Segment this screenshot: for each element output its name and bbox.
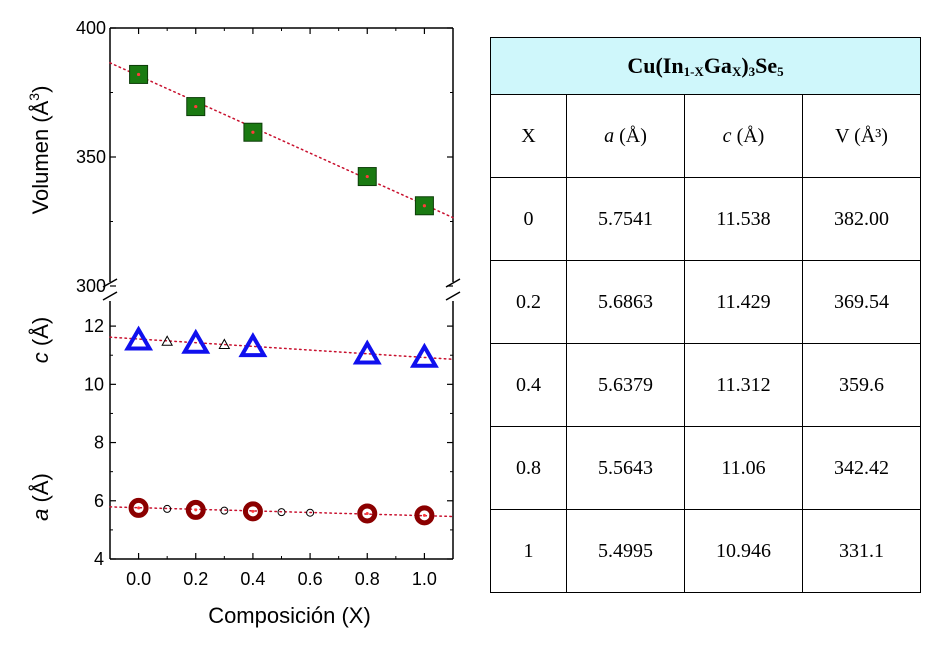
y-tick-label-volume: 350 <box>76 147 106 167</box>
volume-point-center <box>422 204 427 208</box>
x-tick-label: 0.8 <box>355 569 380 589</box>
a-fit-line <box>109 506 454 518</box>
a-secondary-point <box>163 504 172 513</box>
a-point-center <box>137 506 141 510</box>
lattice-parameters-table: Cu(In1-XGaX)3Se5 X a (Å) c (Å) V (Å³) 0 … <box>490 37 921 593</box>
table-cell: 342.42 <box>802 426 921 510</box>
table-cell: 5.6863 <box>566 260 685 344</box>
composition-chart: 0.0 0.2 0.4 0.6 0.8 1.0 300 350 400 4 6 8 10 12 Compos… <box>26 18 461 628</box>
y-axis-label-volume: Volumen (Å3) <box>26 86 53 215</box>
x-tick-label: 1.0 <box>412 569 437 589</box>
a-point-center <box>422 513 426 517</box>
table-cell: 1 <box>490 509 567 593</box>
table-cell: 5.5643 <box>566 426 685 510</box>
a-data-point <box>128 497 149 518</box>
table-cell: 11.06 <box>684 426 803 510</box>
column-header-v: V (Å³) <box>802 94 921 178</box>
a-secondary-point <box>306 508 315 517</box>
table-cell: 11.312 <box>684 343 803 427</box>
table-row: 0.2 5.6863 11.429 369.54 <box>490 260 921 344</box>
a-point-center <box>365 511 369 515</box>
table-row: 0 5.7541 11.538 382.00 <box>490 177 921 261</box>
a-data-point <box>242 501 263 522</box>
c-data-point <box>238 332 268 358</box>
c-fit-line <box>109 336 454 361</box>
table-cell: 10.946 <box>684 509 803 593</box>
a-point-center <box>251 509 255 513</box>
table-cell: 359.6 <box>802 343 921 427</box>
table-row: 0.4 5.6379 11.312 359.6 <box>490 343 921 427</box>
a-data-point <box>185 499 206 520</box>
table-title: Cu(In1-XGaX)3Se5 <box>490 37 921 95</box>
a-data-point <box>414 505 435 526</box>
lattice-parameters-table-container: Cu(In1-XGaX)3Se5 X a (Å) c (Å) V (Å³) 0 … <box>490 37 921 593</box>
y-tick-label-lattice: 6 <box>94 491 104 511</box>
x-axis-label: Composición (X) <box>208 603 371 628</box>
c-data-point <box>181 328 211 354</box>
c-data-point <box>124 325 154 351</box>
table-title-row: Cu(In1-XGaX)3Se5 <box>490 37 921 95</box>
c-secondary-point <box>218 338 231 349</box>
column-header-a: a (Å) <box>566 94 685 178</box>
y-tick-label-lattice: 10 <box>84 374 104 394</box>
y-tick-label-volume: 300 <box>76 276 106 296</box>
y-tick-label-lattice: 8 <box>94 433 104 453</box>
table-row: 0.8 5.5643 11.06 342.42 <box>490 426 921 510</box>
axis-break-mark <box>102 278 118 288</box>
a-secondary-point <box>277 508 286 517</box>
volume-fit-line <box>109 62 454 219</box>
table-header-row: X a (Å) c (Å) V (Å³) <box>490 94 921 178</box>
column-header-c: c (Å) <box>684 94 803 178</box>
table-cell: 11.429 <box>684 260 803 344</box>
table-cell: 5.4995 <box>566 509 685 593</box>
volume-point-center <box>251 130 255 134</box>
y-tick-label-volume: 400 <box>76 18 106 38</box>
axis-break-mark <box>445 291 461 301</box>
x-tick-label: 0.6 <box>298 569 323 589</box>
c-secondary-point <box>161 335 174 346</box>
x-tick-label: 0.4 <box>240 569 265 589</box>
volume-point-center <box>136 72 141 77</box>
table-cell: 0.8 <box>490 426 567 510</box>
volume-point-center <box>365 174 369 179</box>
column-header-x: X <box>490 94 567 178</box>
y-axis-label-c: c (Å) <box>28 317 53 363</box>
y-axis-label-a: a (Å) <box>28 473 53 521</box>
a-data-point <box>357 503 378 524</box>
x-tick-label: 0.2 <box>183 569 208 589</box>
y-tick-label-lattice: 12 <box>84 316 104 336</box>
table-cell: 5.7541 <box>566 177 685 261</box>
a-point-center <box>194 508 198 512</box>
c-data-point <box>409 342 439 368</box>
table-cell: 331.1 <box>802 509 921 593</box>
table-cell: 0.2 <box>490 260 567 344</box>
axis-break-mark <box>102 291 118 301</box>
table-cell: 0 <box>490 177 567 261</box>
c-data-point <box>352 339 382 365</box>
volume-point-center <box>194 104 198 109</box>
table-row: 1 5.4995 10.946 331.1 <box>490 509 921 593</box>
table-cell: 5.6379 <box>566 343 685 427</box>
table-cell: 369.54 <box>802 260 921 344</box>
table-cell: 382.00 <box>802 177 921 261</box>
table-cell: 11.538 <box>684 177 803 261</box>
y-tick-label-lattice: 4 <box>94 549 104 569</box>
table-cell: 0.4 <box>490 343 567 427</box>
x-tick-label: 0.0 <box>126 569 151 589</box>
a-secondary-point <box>220 506 229 515</box>
